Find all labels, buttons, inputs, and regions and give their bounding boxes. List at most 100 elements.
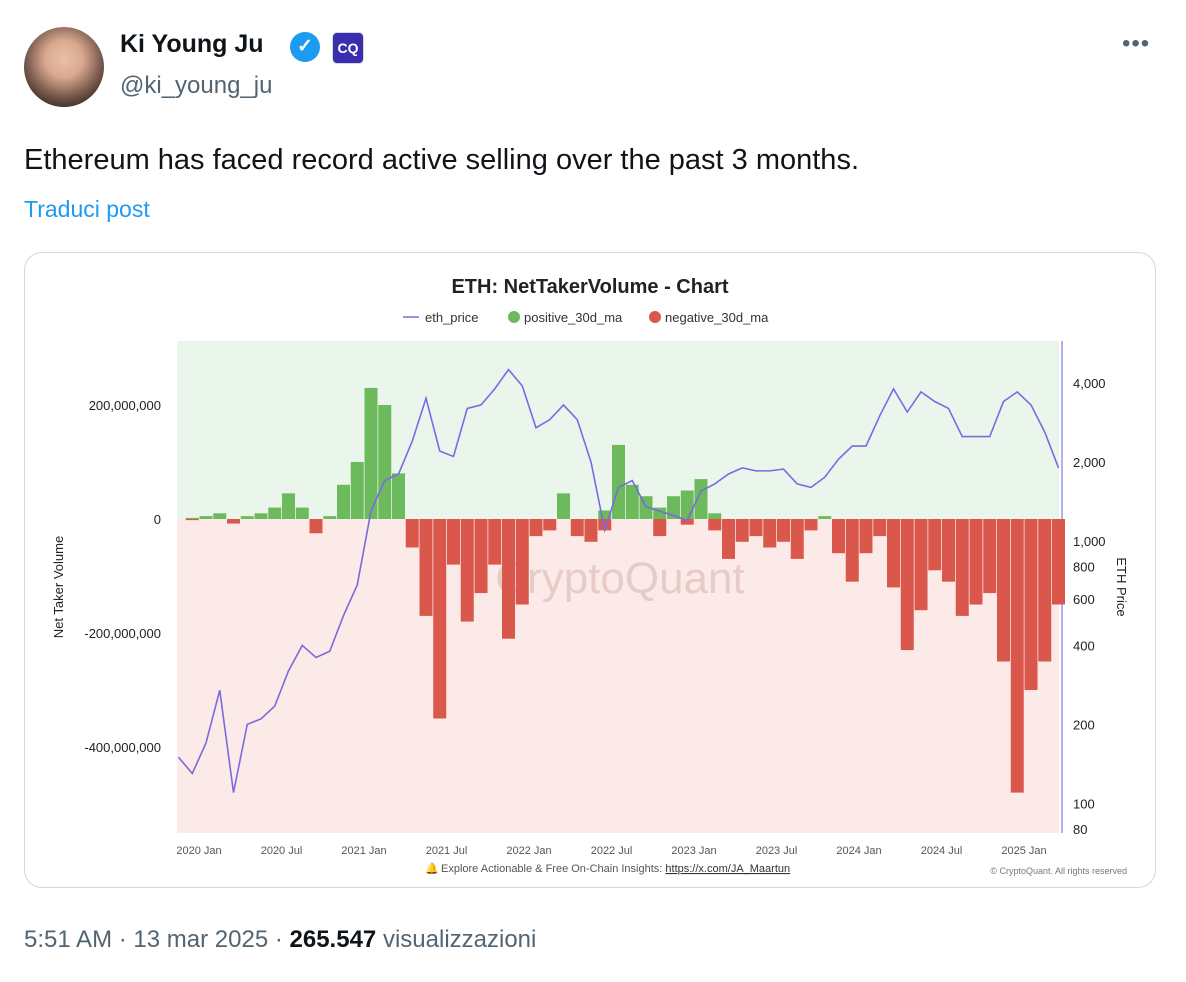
bell-icon: 🔔 xyxy=(425,862,439,875)
negative-bar xyxy=(570,519,584,537)
tweet-meta: 5:51 AM · 13 mar 2025 · 265.547 visualiz… xyxy=(24,926,536,954)
avatar[interactable] xyxy=(24,27,104,107)
positive-bar xyxy=(213,513,227,519)
positive-bar xyxy=(557,493,570,519)
negative-bar xyxy=(914,519,928,611)
positive-bar xyxy=(598,510,612,519)
chart-image[interactable]: ETH: NetTakerVolume - Chart eth_price pos… xyxy=(24,252,1156,888)
positive-bar xyxy=(350,462,364,519)
negative-bar xyxy=(790,519,804,559)
negative-bar xyxy=(942,519,955,582)
positive-bar xyxy=(337,484,350,519)
negative-bar xyxy=(227,519,240,524)
negative-bar xyxy=(515,519,529,605)
negative-bar xyxy=(845,519,859,582)
negative-bar xyxy=(405,519,419,548)
x-tick-label: 2024 Jan xyxy=(836,845,881,857)
negative-bar xyxy=(900,519,914,651)
negative-bar xyxy=(997,519,1010,662)
legend-item-positive_30d_ma: positive_30d_ma xyxy=(524,310,623,325)
negative-bar xyxy=(460,519,474,622)
y2-tick-label: 80 xyxy=(1073,822,1087,837)
x-tick-label: 2023 Jan xyxy=(671,845,716,857)
x-tick-label: 2021 Jul xyxy=(426,845,468,857)
negative-bar xyxy=(804,519,818,531)
x-tick-label: 2022 Jan xyxy=(506,845,551,857)
negative-bar xyxy=(474,519,488,594)
watermark: CryptoQuant xyxy=(495,554,744,603)
negative-bar xyxy=(859,519,873,554)
negative-bar xyxy=(777,519,790,542)
separator: · xyxy=(274,926,283,953)
legend-dot-icon xyxy=(508,311,520,323)
positive-bar xyxy=(392,473,405,519)
negative-bar xyxy=(722,519,735,559)
negative-bar xyxy=(447,519,460,565)
negative-bar xyxy=(708,519,722,531)
negative-bar xyxy=(763,519,777,548)
negative-bar xyxy=(529,519,543,537)
y-tick-label: 0 xyxy=(154,512,161,527)
x-tick-label: 2020 Jan xyxy=(176,845,221,857)
author-handle[interactable]: @ki_young_ju xyxy=(120,72,273,99)
negative-bar xyxy=(749,519,763,537)
negative-bar xyxy=(502,519,515,639)
negative-bar xyxy=(983,519,997,594)
y2-tick-label: 100 xyxy=(1073,796,1095,811)
positive-bar xyxy=(680,490,694,519)
positive-bar xyxy=(199,516,213,519)
translate-post-link[interactable]: Traduci post xyxy=(24,196,150,222)
positive-bar xyxy=(254,513,268,519)
positive-bar xyxy=(653,507,667,519)
legend-dot-icon xyxy=(649,311,661,323)
y2-tick-label: 4,000 xyxy=(1073,376,1106,391)
negative-bar xyxy=(433,519,447,719)
tweet-text: Ethereum has faced record active selling… xyxy=(24,144,859,176)
x-tick-label: 2020 Jul xyxy=(261,845,303,857)
x-tick-label: 2022 Jul xyxy=(591,845,633,857)
more-options-icon[interactable]: ••• xyxy=(1122,30,1151,57)
negative-bar xyxy=(1024,519,1038,690)
positive-bar xyxy=(185,517,199,519)
x-tick-label: 2021 Jan xyxy=(341,845,386,857)
positive-bar xyxy=(282,493,295,519)
footer-link: https://x.com/JA_Maartun xyxy=(665,863,790,875)
negative-bar xyxy=(1038,519,1052,662)
y2-axis-label: ETH Price xyxy=(1114,557,1129,616)
tweet-time[interactable]: 5:51 AM xyxy=(24,926,113,953)
separator: · xyxy=(118,926,127,953)
verified-badge-icon[interactable]: ✓ xyxy=(290,32,320,62)
org-badge-icon[interactable]: CQ xyxy=(332,32,364,64)
x-tick-label: 2025 Jan xyxy=(1001,845,1046,857)
negative-bar xyxy=(928,519,942,571)
positive-bar xyxy=(268,507,282,519)
copyright: © CryptoQuant. All rights reserved xyxy=(990,866,1127,876)
positive-bar xyxy=(240,516,254,519)
x-tick-label: 2024 Jul xyxy=(921,845,963,857)
y2-tick-label: 800 xyxy=(1073,559,1095,574)
positive-bar xyxy=(612,444,625,519)
positive-bar xyxy=(818,516,832,519)
legend-item-eth_price: eth_price xyxy=(425,310,478,325)
tweet-date[interactable]: 13 mar 2025 xyxy=(133,926,269,953)
chart-footer: Explore Actionable & Free On-Chain Insig… xyxy=(441,863,790,875)
net-taker-volume-chart: ETH: NetTakerVolume - Chart eth_price pos… xyxy=(51,276,1129,876)
chart-legend: eth_price positive_30d_ma negative_30d_ma xyxy=(403,310,769,325)
negative-bar xyxy=(1010,519,1024,793)
author-name[interactable]: Ki Young Ju xyxy=(120,30,264,58)
y2-tick-label: 1,000 xyxy=(1073,534,1106,549)
negative-bar xyxy=(735,519,749,542)
negative-bar xyxy=(488,519,502,565)
negative-bar xyxy=(680,519,694,525)
chart-title: ETH: NetTakerVolume - Chart xyxy=(451,276,728,298)
negative-bar xyxy=(955,519,969,616)
y2-tick-label: 200 xyxy=(1073,717,1095,732)
y2-tick-label: 400 xyxy=(1073,638,1095,653)
negative-bar xyxy=(309,519,323,534)
negative-bar xyxy=(598,519,612,531)
positive-bar xyxy=(708,513,722,519)
x-tick-label: 2023 Jul xyxy=(756,845,798,857)
y-tick-label: 200,000,000 xyxy=(89,398,161,413)
negative-bar xyxy=(584,519,598,542)
eth-price-line xyxy=(177,368,1060,793)
